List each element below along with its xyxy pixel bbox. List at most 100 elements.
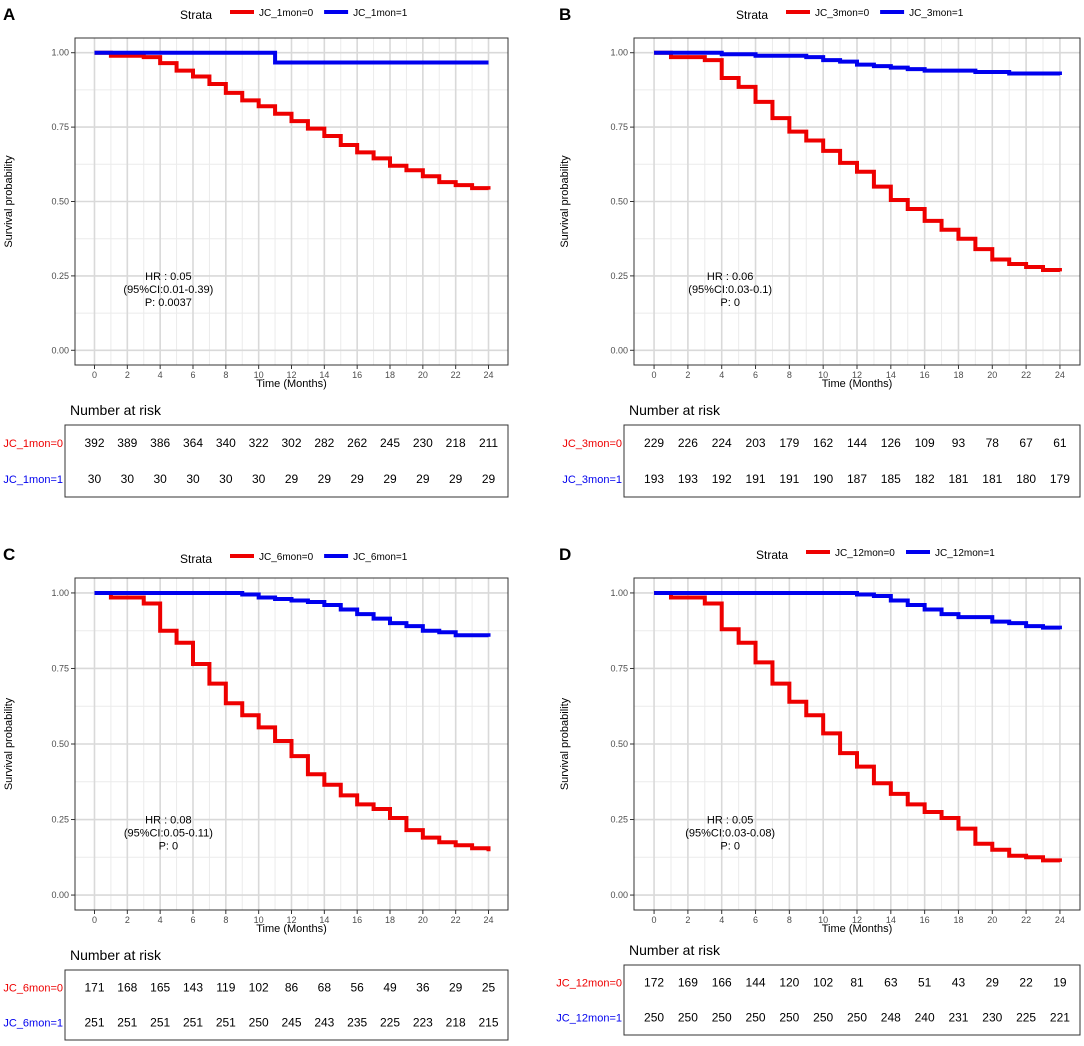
hr-annotation-line: (95%CI:0.03-0.1) (688, 284, 772, 296)
x-tick-label: 10 (818, 370, 828, 380)
x-tick-label: 16 (352, 370, 362, 380)
risk-value: 61 (1053, 436, 1067, 450)
risk-row-label: JC_1mon=0 (3, 438, 63, 450)
risk-value: 231 (948, 1011, 968, 1025)
risk-value: 78 (986, 436, 1000, 450)
risk-table-title: Number at risk (70, 947, 162, 963)
risk-value: 243 (314, 1016, 334, 1030)
y-tick-label: 0.75 (610, 663, 628, 673)
risk-value: 43 (952, 976, 966, 990)
risk-value: 179 (779, 436, 799, 450)
risk-value: 250 (712, 1011, 732, 1025)
risk-value: 179 (1050, 472, 1070, 486)
hr-annotation-line: P: 0.0037 (145, 297, 192, 309)
risk-value: 22 (1019, 976, 1033, 990)
risk-value: 235 (347, 1016, 367, 1030)
x-tick-label: 16 (352, 915, 362, 925)
risk-value: 180 (1016, 472, 1036, 486)
panel-label: B (559, 5, 571, 24)
x-tick-label: 4 (719, 915, 724, 925)
risk-value: 221 (1050, 1011, 1070, 1025)
x-tick-label: 8 (787, 370, 792, 380)
legend-entry-1: JC_1mon=1 (353, 8, 408, 19)
km-panel-b: B Strata JC_3mon=0 JC_3mon=1 0.00 0.25 0.50 0.7… (559, 5, 1081, 498)
risk-row-label: JC_6mon=1 (3, 1018, 63, 1030)
y-tick-label: 0.50 (51, 739, 69, 749)
hr-annotation-line: (95%CI:0.01-0.39) (123, 284, 213, 296)
x-tick-label: 12 (286, 370, 296, 380)
risk-table-title: Number at risk (629, 402, 721, 418)
risk-value: 226 (678, 436, 698, 450)
risk-value: 29 (285, 472, 299, 486)
risk-value: 230 (413, 436, 433, 450)
legend-entry-1: JC_6mon=1 (353, 552, 408, 563)
risk-value: 250 (678, 1011, 698, 1025)
risk-row-label: JC_1mon=1 (3, 474, 63, 486)
survival-curve-1 (654, 50, 1062, 76)
x-tick-label: 6 (753, 915, 758, 925)
x-tick-label: 24 (484, 915, 494, 925)
risk-value: 386 (150, 436, 170, 450)
x-tick-label: 2 (685, 915, 690, 925)
risk-value: 250 (813, 1011, 833, 1025)
risk-value: 251 (84, 1016, 104, 1030)
survival-curve-1 (94, 50, 489, 65)
panel-label: C (3, 545, 15, 564)
risk-value: 340 (216, 436, 236, 450)
risk-value: 29 (482, 472, 496, 486)
risk-value: 165 (150, 981, 170, 995)
risk-value: 68 (318, 981, 332, 995)
risk-value: 168 (117, 981, 137, 995)
km-panel-a: A Strata JC_1mon=0 JC_1mon=1 0.00 0.25 0.50 0.7… (3, 5, 509, 498)
legend-entry-0: JC_3mon=0 (815, 8, 870, 19)
risk-row-label: JC_3mon=0 (562, 438, 622, 450)
x-tick-label: 16 (920, 915, 930, 925)
risk-value: 30 (252, 472, 266, 486)
risk-value: 192 (712, 472, 732, 486)
x-tick-label: 0 (92, 370, 97, 380)
risk-value: 144 (847, 436, 867, 450)
x-tick-label: 4 (719, 370, 724, 380)
x-axis-title: Time (Months) (256, 378, 327, 390)
risk-value: 193 (678, 472, 698, 486)
risk-value: 181 (982, 472, 1002, 486)
legend-title: Strata (736, 8, 768, 22)
risk-value: 218 (446, 436, 466, 450)
hr-annotation-line: P: 0 (159, 841, 179, 853)
x-tick-label: 14 (886, 370, 896, 380)
risk-value: 190 (813, 472, 833, 486)
x-tick-label: 22 (1021, 915, 1031, 925)
risk-value: 282 (314, 436, 334, 450)
risk-value: 19 (1053, 976, 1067, 990)
hr-annotation-line: HR : 0.08 (145, 815, 191, 827)
y-tick-label: 0.25 (610, 271, 628, 281)
risk-value: 30 (219, 472, 233, 486)
risk-value: 250 (746, 1011, 766, 1025)
risk-value: 144 (746, 976, 766, 990)
x-tick-label: 24 (1055, 915, 1065, 925)
risk-value: 193 (644, 472, 664, 486)
x-tick-label: 18 (385, 370, 395, 380)
risk-value: 30 (121, 472, 135, 486)
x-tick-label: 12 (286, 915, 296, 925)
risk-value: 251 (150, 1016, 170, 1030)
x-tick-label: 6 (190, 915, 195, 925)
risk-table-border (64, 969, 509, 1041)
legend-entry-0: JC_12mon=0 (835, 548, 895, 559)
hr-annotation-line: (95%CI:0.03-0.08) (685, 828, 775, 840)
risk-value: 322 (249, 436, 269, 450)
risk-value: 250 (644, 1011, 664, 1025)
risk-value: 245 (380, 436, 400, 450)
risk-value: 262 (347, 436, 367, 450)
risk-value: 93 (952, 436, 966, 450)
y-tick-label: 0.00 (610, 890, 628, 900)
y-tick-label: 0.25 (51, 815, 69, 825)
y-tick-label: 0.50 (610, 739, 628, 749)
risk-value: 29 (986, 976, 1000, 990)
x-tick-label: 18 (953, 915, 963, 925)
risk-value: 250 (779, 1011, 799, 1025)
legend-entry-1: JC_3mon=1 (909, 8, 964, 19)
x-tick-label: 0 (652, 915, 657, 925)
risk-value: 29 (318, 472, 332, 486)
x-tick-label: 8 (223, 915, 228, 925)
